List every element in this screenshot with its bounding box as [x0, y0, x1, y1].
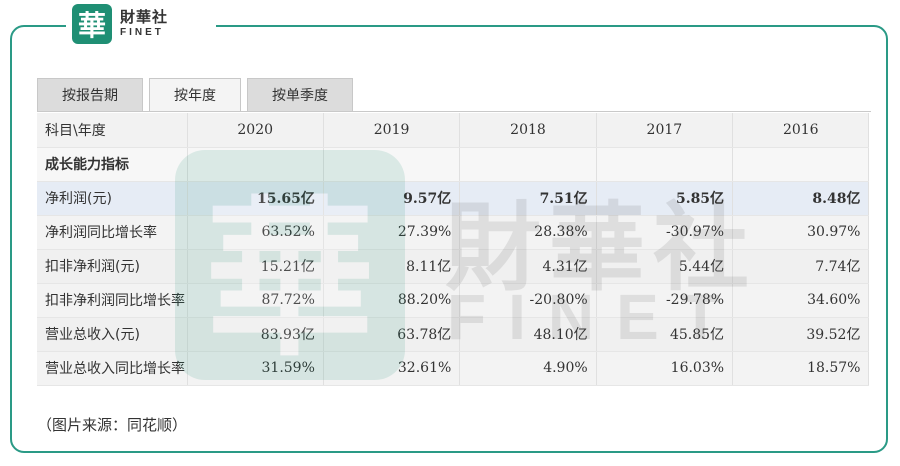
cell-value: 4.90%: [459, 351, 597, 386]
logo-name-cn: 財華社: [120, 8, 169, 26]
cell-value: 32.61%: [323, 351, 461, 386]
cell-value: 18.57%: [732, 351, 870, 386]
table-row: 营业总收入同比增长率 31.59% 32.61% 4.90% 16.03% 18…: [37, 351, 870, 386]
row-label: 净利润(元): [37, 181, 188, 216]
cell-value: 48.10亿: [459, 317, 597, 352]
cell-value: 5.44亿: [596, 249, 734, 284]
logo-name-en: FINET: [120, 27, 164, 38]
cell-value: 16.03%: [596, 351, 734, 386]
cell-value: 8.11亿: [323, 249, 461, 284]
tab-bar-divider: [37, 111, 871, 112]
cell-value: 31.59%: [187, 351, 324, 386]
cell-value: 30.97%: [732, 215, 870, 250]
tab-by-quarter[interactable]: 按单季度: [247, 78, 353, 111]
cell-value: -29.78%: [596, 283, 734, 318]
tab-by-year[interactable]: 按年度: [149, 78, 241, 111]
table-header-row: 科目\年度 2020 2019 2018 2017 2016: [37, 113, 870, 148]
cell-value: 9.57亿: [323, 181, 461, 216]
cell-value: 63.78亿: [323, 317, 461, 352]
table-row: 扣非净利润同比增长率 87.72% 88.20% -20.80% -29.78%…: [37, 283, 870, 318]
cell-value: -30.97%: [596, 215, 734, 250]
cell-value: 7.74亿: [732, 249, 870, 284]
header-year[interactable]: 2019: [323, 113, 461, 148]
table-row: 扣非净利润(元) 15.21亿 8.11亿 4.31亿 5.44亿 7.74亿: [37, 249, 870, 284]
table-row: 营业总收入(元) 83.93亿 63.78亿 48.10亿 45.85亿 39.…: [37, 317, 870, 352]
cell-value: 63.52%: [187, 215, 324, 250]
finet-logo: 華 財華社 FINET: [66, 2, 216, 46]
row-label: 扣非净利润同比增长率: [37, 283, 188, 318]
cell-value: 8.48亿: [732, 181, 870, 216]
cell-value: 5.85亿: [596, 181, 734, 216]
cell-value: 4.31亿: [459, 249, 597, 284]
cell-value: -20.80%: [459, 283, 597, 318]
cell-value: 83.93亿: [187, 317, 324, 352]
section-row: 成长能力指标: [37, 147, 870, 182]
tab-by-report-period[interactable]: 按报告期: [37, 78, 143, 111]
table-row: 净利润(元) 15.65亿 9.57亿 7.51亿 5.85亿 8.48亿: [37, 181, 870, 216]
row-label: 净利润同比增长率: [37, 215, 188, 250]
cell-value: 88.20%: [323, 283, 461, 318]
section-title: 成长能力指标: [37, 147, 188, 182]
row-label: 扣非净利润(元): [37, 249, 188, 284]
cell-value: 28.38%: [459, 215, 597, 250]
cell-value: 45.85亿: [596, 317, 734, 352]
header-year[interactable]: 2017: [596, 113, 734, 148]
row-label: 营业总收入(元): [37, 317, 188, 352]
cell-value: 27.39%: [323, 215, 461, 250]
cell-value: 7.51亿: [459, 181, 597, 216]
header-year[interactable]: 2020: [187, 113, 324, 148]
header-subject-year: 科目\年度: [37, 113, 188, 148]
cell-value: 39.52亿: [732, 317, 870, 352]
cell-value: 15.65亿: [187, 181, 324, 216]
period-tabs: 按报告期 按年度 按单季度: [37, 78, 359, 112]
finet-logo-icon: 華: [72, 4, 112, 44]
header-year[interactable]: 2016: [732, 113, 870, 148]
cell-value: 34.60%: [732, 283, 870, 318]
row-label: 营业总收入同比增长率: [37, 351, 188, 386]
header-year[interactable]: 2018: [459, 113, 597, 148]
cell-value: 15.21亿: [187, 249, 324, 284]
image-source-note: （图片来源：同花顺）: [37, 416, 188, 434]
financial-table: 科目\年度 2020 2019 2018 2017 2016 成长能力指标 净利…: [37, 113, 870, 386]
table-row: 净利润同比增长率 63.52% 27.39% 28.38% -30.97% 30…: [37, 215, 870, 250]
cell-value: 87.72%: [187, 283, 324, 318]
